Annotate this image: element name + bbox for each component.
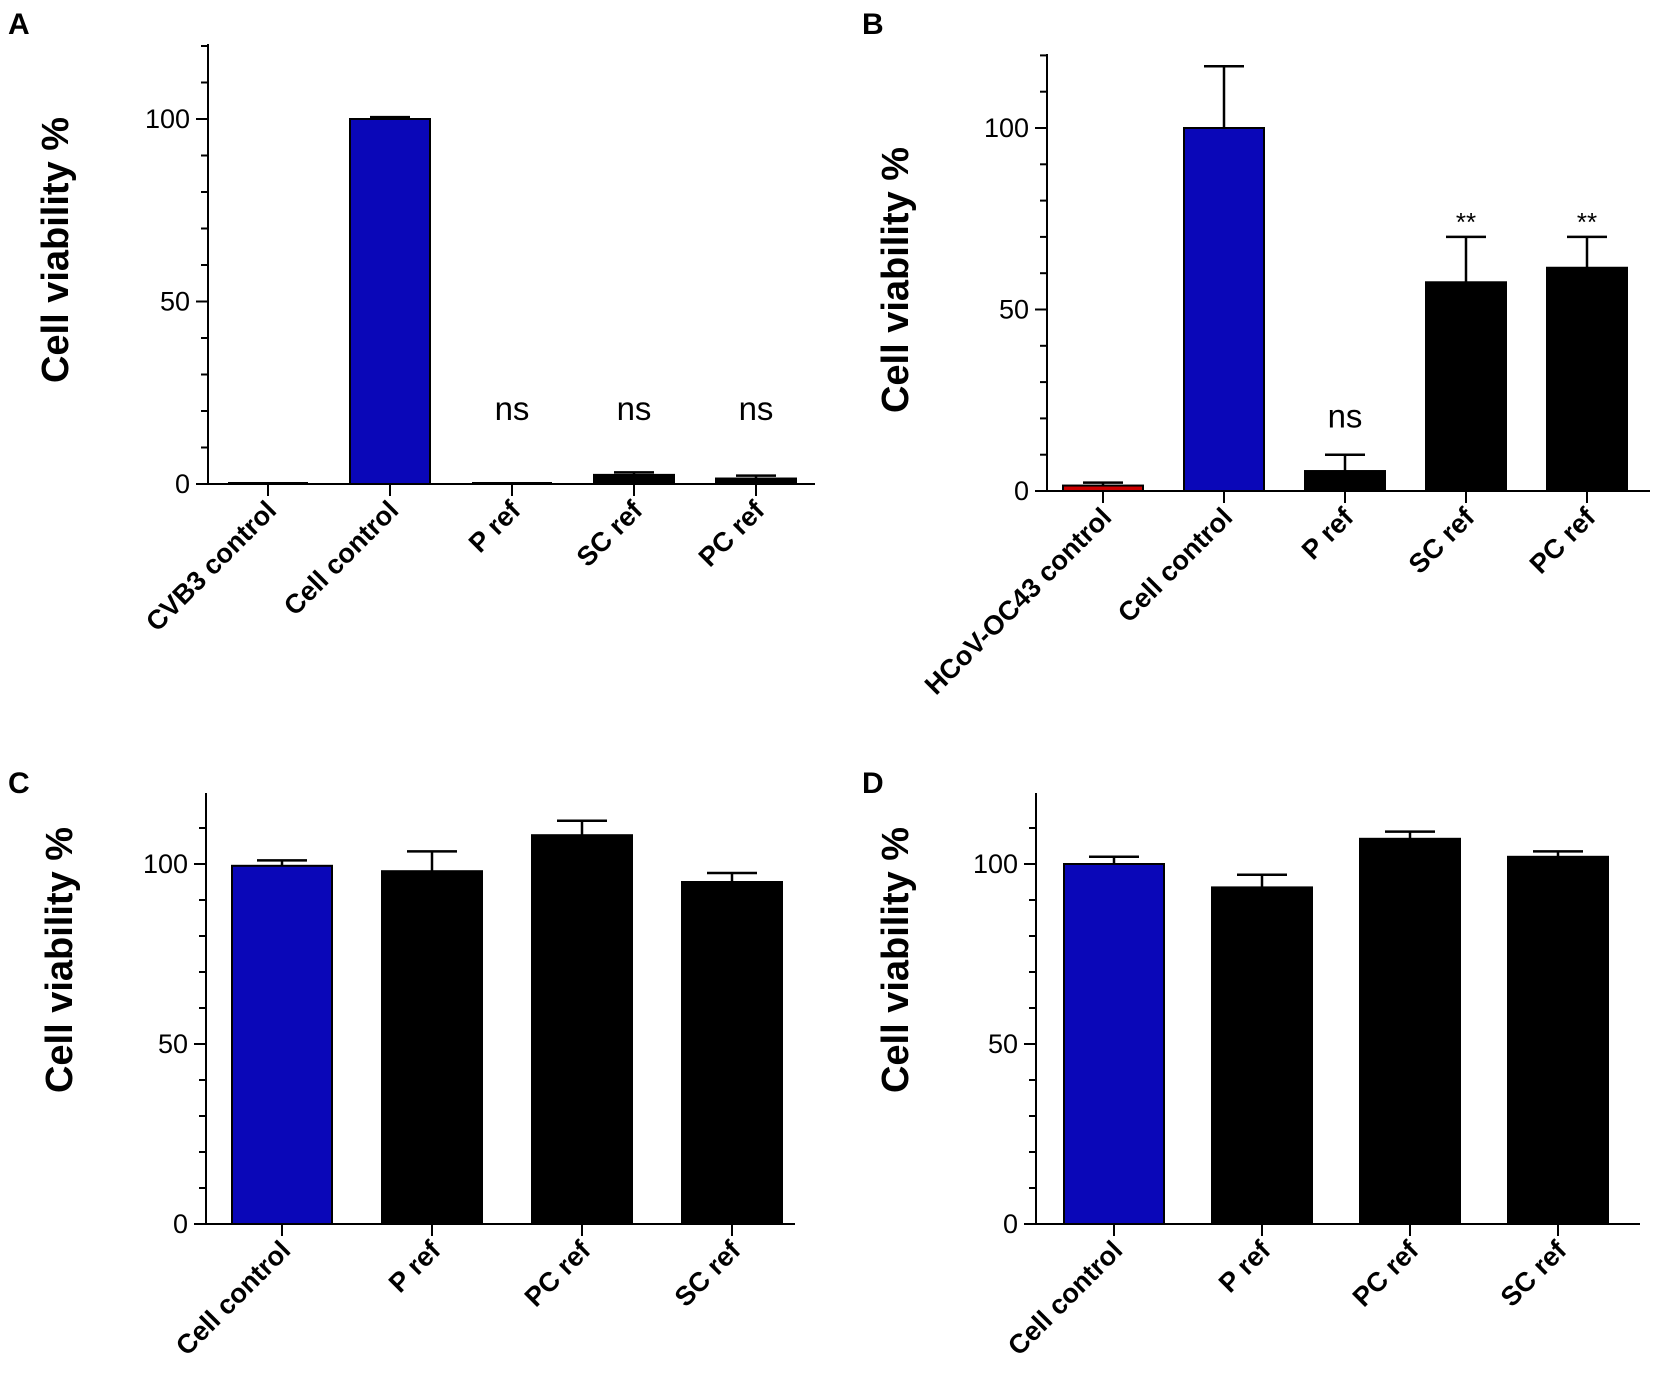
panel-c-x-tick-label-p-ref: P ref [383, 1234, 447, 1298]
panel-a-x-tick-label-pc-ref: PC ref [693, 494, 771, 572]
panel-c-bar-pc-ref [531, 834, 633, 1225]
panel-b-letter: B [862, 8, 884, 41]
panel-a: A Cell viability % 0 50 100 CVB3 controlCell … [8, 8, 815, 637]
panel-b-y-tick-label: 0 [1014, 476, 1029, 506]
panel-c-bar-sc-ref [681, 881, 783, 1225]
panel-b-bar-cell-control [1183, 127, 1265, 492]
panel-b-y-tick-label: 50 [999, 295, 1029, 325]
panel-c-y-tick-label: 0 [173, 1209, 188, 1239]
panel-b-annotation-sc-ref: ** [1456, 207, 1476, 237]
panel-a-bar-cell-control [349, 118, 431, 485]
panel-a-y-tick-label: 50 [160, 287, 190, 317]
panel-a-y-tick-label: 0 [175, 469, 190, 499]
panel-a-x-tick-label-sc-ref: SC ref [571, 494, 649, 572]
panel-b-x-tick-label-cell-control: Cell control [1112, 502, 1238, 628]
panel-c-x-tick-label-cell-control: Cell control [170, 1235, 296, 1361]
panel-d-bar-cell-control [1063, 863, 1165, 1225]
panel-c: C Cell viability % 0 50 100 Cell control P ref… [8, 767, 795, 1361]
panel-b-bar-sc-ref [1425, 281, 1507, 492]
panel-a-annotation-p-ref: ns [495, 390, 530, 427]
panel-d-y-axis-label: Cell viability % [875, 827, 917, 1093]
panel-c-y-tick-label: 100 [143, 849, 188, 879]
panel-b-annotation-p-ref: ns [1328, 397, 1363, 434]
panel-d-x-tick-label-p-ref: P ref [1213, 1234, 1277, 1298]
panel-b-x-tick-label-pc-ref: PC ref [1524, 501, 1602, 579]
panel-b-annotation-pc-ref: ** [1577, 207, 1597, 237]
panel-d-y-tick-label: 50 [988, 1029, 1018, 1059]
panel-b-bar-p-ref [1304, 470, 1386, 493]
panel-b-x-tick-label-p-ref: P ref [1296, 501, 1360, 565]
panel-c-y-tick-label: 50 [158, 1029, 188, 1059]
panel-a-x-tick-label-p-ref: P ref [463, 494, 527, 558]
panel-b-y-axis-label: Cell viability % [875, 147, 917, 413]
panel-b-x-tick-label-sc-ref: SC ref [1403, 501, 1481, 579]
panel-d-bar-pc-ref [1359, 837, 1461, 1225]
panel-d: D Cell viability % 0 50 100 Cell control P ref… [862, 767, 1640, 1361]
panel-c-letter: C [8, 767, 30, 800]
panel-d-y-tick-label: 100 [973, 849, 1018, 879]
panel-c-x-tick-label-sc-ref: SC ref [669, 1234, 747, 1312]
panel-d-letter: D [862, 767, 884, 800]
panel-b: B Cell viability % 0 50 100 HCoV-OC43 control… [862, 8, 1650, 700]
panel-c-y-axis-label: Cell viability % [39, 827, 81, 1093]
panel-a-y-tick-label: 100 [145, 104, 190, 134]
panel-c-x-tick-label-pc-ref: PC ref [519, 1234, 597, 1312]
panel-a-x-tick-label-cvb3-control: CVB3 control [140, 495, 282, 637]
panel-d-bar-sc-ref [1507, 855, 1609, 1225]
panel-a-bar-sc-ref [593, 473, 675, 485]
panel-a-letter: A [8, 8, 30, 41]
panel-b-y-tick-label: 100 [984, 113, 1029, 143]
panel-a-annotation-pc-ref: ns [739, 390, 774, 427]
panel-b-x-tick-label-hcov-oc43-control: HCoV-OC43 control [919, 502, 1117, 700]
panel-b-bar-pc-ref [1546, 266, 1628, 492]
panel-a-x-tick-label-cell-control: Cell control [278, 495, 404, 621]
panel-a-y-axis-label: Cell viability % [35, 117, 77, 383]
panel-c-bar-cell-control [231, 864, 333, 1225]
panel-d-bar-p-ref [1211, 886, 1313, 1226]
panel-d-x-tick-label-pc-ref: PC ref [1347, 1234, 1425, 1312]
panel-d-y-tick-label: 0 [1003, 1209, 1018, 1239]
panel-d-x-tick-label-cell-control: Cell control [1002, 1235, 1128, 1361]
panel-a-annotation-sc-ref: ns [617, 390, 652, 427]
panel-a-bar-pc-ref [715, 477, 797, 485]
panel-b-bar-hcov-oc43-control [1062, 484, 1144, 492]
panel-d-x-tick-label-sc-ref: SC ref [1495, 1234, 1573, 1312]
panel-c-bar-p-ref [381, 870, 483, 1225]
